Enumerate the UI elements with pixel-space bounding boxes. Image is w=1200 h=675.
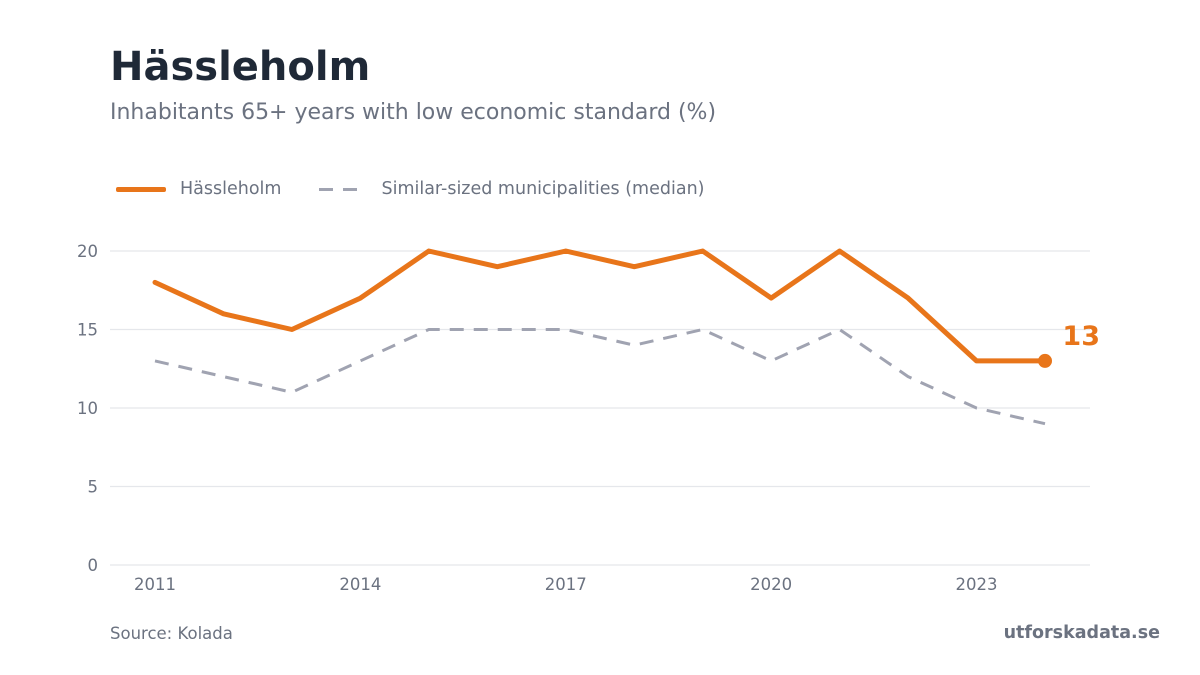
source-note: Source: Kolada xyxy=(110,624,233,643)
chart-title: Hässleholm xyxy=(110,44,371,90)
x-tick-label: 2023 xyxy=(956,575,998,594)
legend: Hässleholm Similar-sized municipalities … xyxy=(116,179,742,199)
end-marker: 13 xyxy=(1038,321,1100,368)
y-axis-ticks: 0 5 10 15 20 xyxy=(77,242,98,575)
median-series-line xyxy=(154,328,1046,426)
y-tick-label: 15 xyxy=(77,321,98,340)
legend-swatch-dashed xyxy=(319,187,362,191)
y-tick-label: 10 xyxy=(77,399,98,418)
y-tick-label: 0 xyxy=(88,556,99,575)
legend-label-secondary: Similar-sized municipalities (median) xyxy=(381,179,705,199)
end-value-label: 13 xyxy=(1062,321,1100,352)
primary-series-line xyxy=(152,248,1048,364)
y-tick-label: 5 xyxy=(88,478,99,497)
y-tick-label: 20 xyxy=(77,242,98,261)
x-tick-label: 2011 xyxy=(134,575,176,594)
chart-subtitle: Inhabitants 65+ years with low economic … xyxy=(110,100,717,125)
series-lines xyxy=(152,248,1048,426)
grid-lines xyxy=(110,250,1090,566)
brand-link[interactable]: utforskadata.se xyxy=(1003,623,1160,643)
x-axis-ticks: 2011 2014 2017 2020 2023 xyxy=(134,575,998,594)
legend-item-primary: Hässleholm xyxy=(116,179,281,199)
x-tick-label: 2020 xyxy=(750,575,792,594)
x-tick-label: 2017 xyxy=(545,575,587,594)
legend-item-secondary: Similar-sized municipalities (median) xyxy=(319,179,704,199)
x-tick-label: 2014 xyxy=(339,575,381,594)
end-point-marker xyxy=(1038,353,1052,368)
legend-swatch-solid xyxy=(116,186,166,192)
legend-label-primary: Hässleholm xyxy=(180,179,282,199)
